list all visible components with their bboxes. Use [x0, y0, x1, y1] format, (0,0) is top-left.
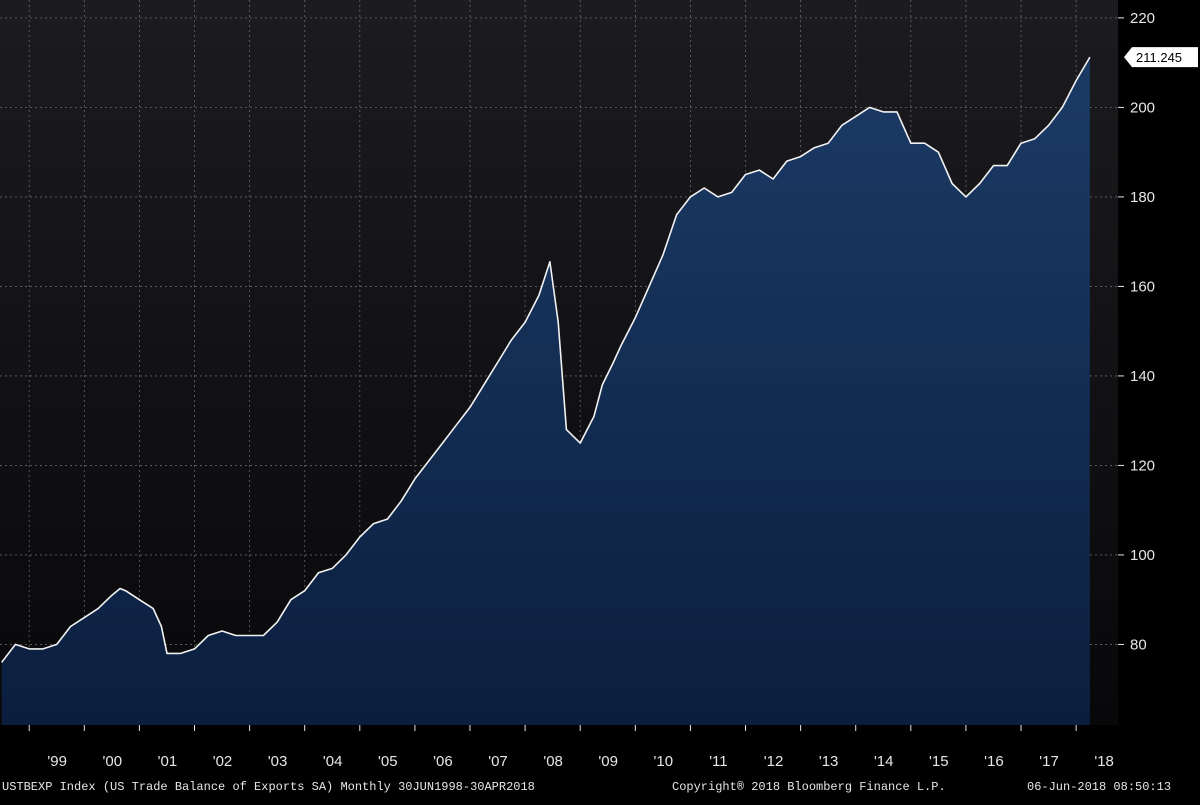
- x-tick-label: '03: [268, 753, 288, 770]
- x-tick-label: '14: [874, 753, 894, 770]
- y-tick-label: 100: [1130, 547, 1155, 564]
- x-tick-label: '07: [488, 753, 508, 770]
- last-value-box: [1124, 47, 1198, 68]
- x-tick-label: '01: [158, 753, 178, 770]
- x-tick-label: '16: [984, 753, 1004, 770]
- footer-index-description: USTBEXP Index (US Trade Balance of Expor…: [2, 780, 535, 794]
- x-axis-ticks: '99 '00 '01 '02 '03 '04 '05 '06 '07 '08 '09 '10 '11 '…: [28, 725, 1114, 770]
- x-tick-label: '09: [598, 753, 618, 770]
- last-value-label: 211.245: [1136, 50, 1182, 65]
- y-tick-label: 140: [1130, 368, 1155, 385]
- series-line: [1, 56, 1091, 663]
- x-tick-label: '99: [47, 753, 67, 770]
- footer-copyright: Copyright® 2018 Bloomberg Finance L.P.: [672, 780, 946, 794]
- x-tick-label: '04: [323, 753, 343, 770]
- x-tick-label: '02: [213, 753, 233, 770]
- x-tick-label: '10: [654, 753, 674, 770]
- x-tick-label: '11: [709, 753, 727, 770]
- area-fill: [1, 57, 1090, 726]
- x-tick-label: '06: [433, 753, 453, 770]
- x-tick-label: '12: [764, 753, 784, 770]
- y-tick-label: 200: [1130, 99, 1155, 116]
- y-tick-label: 160: [1130, 278, 1155, 295]
- footer-timestamp: 06-Jun-2018 08:50:13: [1027, 780, 1172, 794]
- last-value-marker: 211.245: [1124, 47, 1198, 68]
- y-tick-label: 120: [1130, 457, 1155, 474]
- x-tick-label: '17: [1039, 753, 1059, 770]
- x-tick-label: '00: [103, 753, 123, 770]
- x-tick-label: '05: [378, 753, 398, 770]
- x-tick-label: '08: [543, 753, 563, 770]
- y-tick-label: 220: [1130, 10, 1155, 27]
- y-axis-ticks: 80 100 120 140 160 180 200 220: [1118, 10, 1155, 653]
- x-tick-label: '13: [819, 753, 839, 770]
- y-tick-label: 180: [1130, 189, 1155, 206]
- y-tick-label: 80: [1130, 636, 1147, 653]
- x-tick-label: '15: [929, 753, 949, 770]
- x-tick-label: '18: [1094, 753, 1114, 770]
